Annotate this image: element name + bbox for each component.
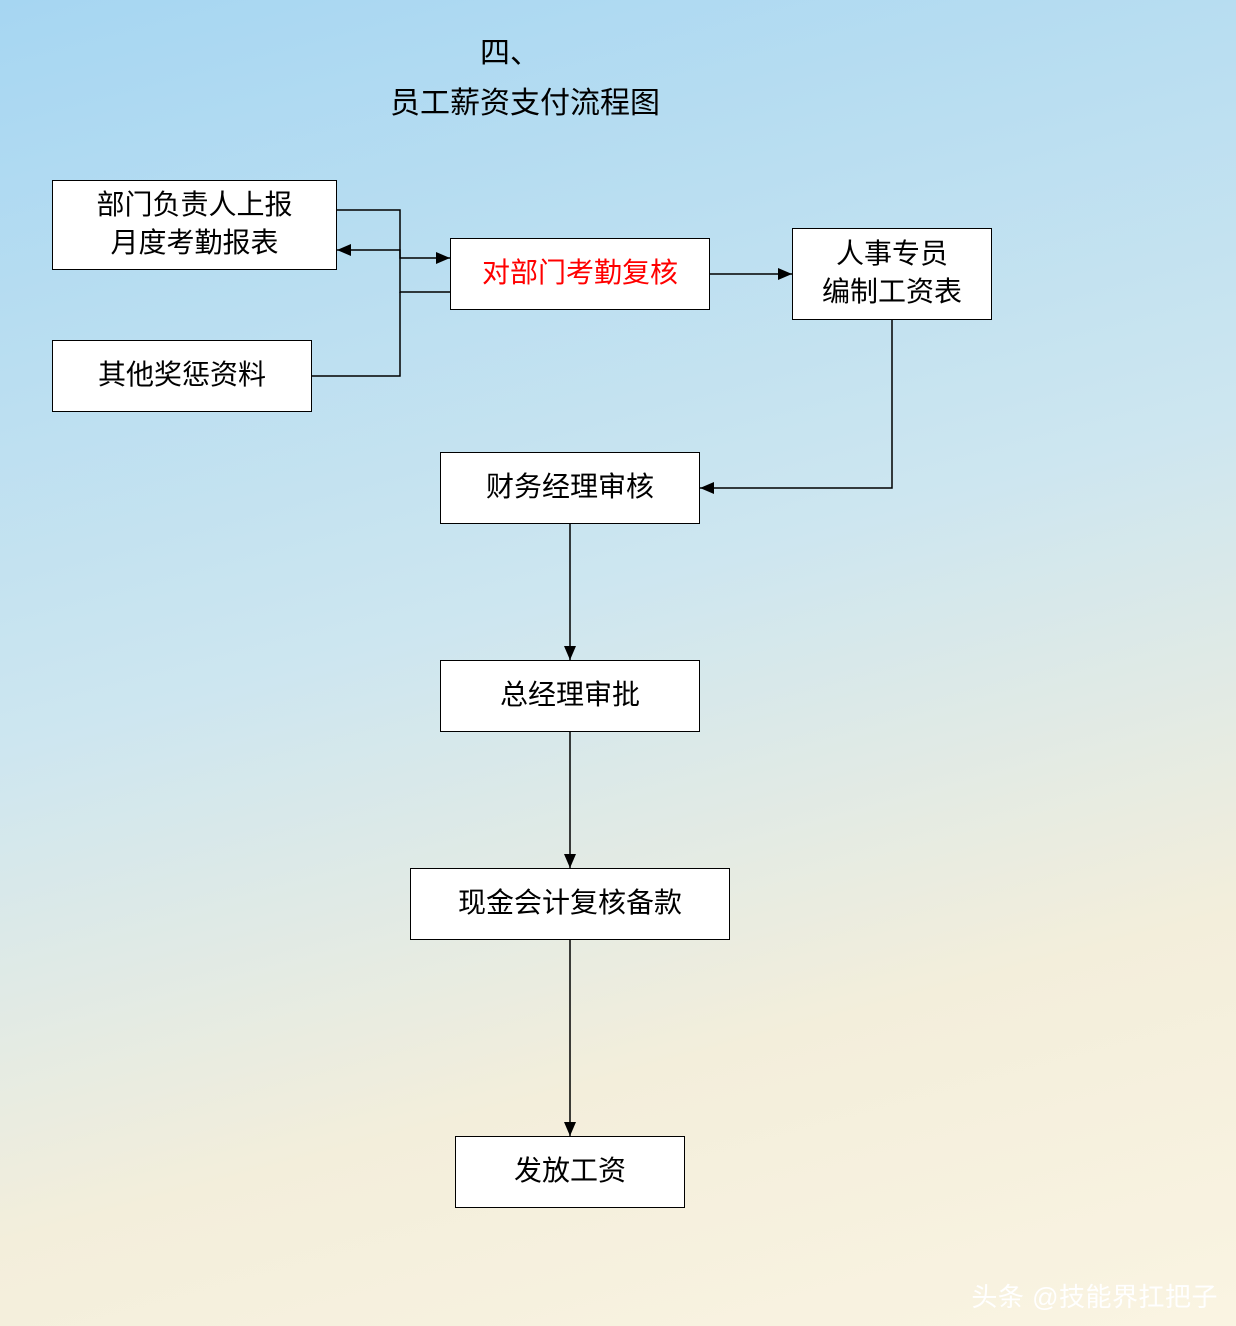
section-number: 四、: [480, 28, 540, 72]
node-pay-salary: 发放工资: [455, 1136, 685, 1208]
node-hr-payroll: 人事专员 编制工资表: [792, 228, 992, 320]
main-title: 员工薪资支付流程图: [390, 78, 660, 122]
node-other-materials: 其他奖惩资料: [52, 340, 312, 412]
node-gm-approval: 总经理审批: [440, 660, 700, 732]
node-dept-report: 部门负责人上报 月度考勤报表: [52, 180, 337, 270]
watermark: 头条 @技能界扛把子: [971, 1277, 1218, 1314]
flowchart-canvas: 四、 员工薪资支付流程图 部门负责人上报 月度考勤报表 其他奖惩资料 对部门考勤…: [0, 0, 1236, 1326]
node-attendance-review: 对部门考勤复核: [450, 238, 710, 310]
node-finance-review: 财务经理审核: [440, 452, 700, 524]
node-cash-prepare: 现金会计复核备款: [410, 868, 730, 940]
